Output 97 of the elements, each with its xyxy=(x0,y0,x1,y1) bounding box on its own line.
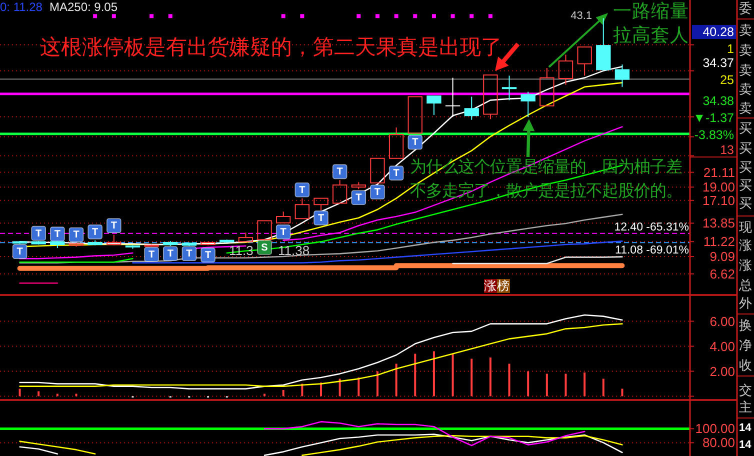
line-series xyxy=(264,421,586,446)
signal-icon: T xyxy=(276,224,291,240)
signal-icon: T xyxy=(31,226,46,241)
annotation: 一路缩量拉高套人 xyxy=(613,0,689,45)
text: 34.38 xyxy=(702,94,734,108)
bar xyxy=(301,384,304,396)
bar xyxy=(489,358,492,396)
y-tick-label: 21.11 xyxy=(703,164,735,180)
bar xyxy=(546,374,548,396)
bar xyxy=(264,394,266,396)
ref-line-label: 11.08 -69.01% xyxy=(615,244,689,257)
line-series xyxy=(19,323,623,387)
text: 涨 xyxy=(739,238,752,252)
text: 34.37 xyxy=(702,56,734,70)
text: 卖 xyxy=(739,42,752,58)
signal-icon: T xyxy=(106,218,122,234)
y-tick-label: 9.09 xyxy=(710,249,735,264)
signal-icon: T xyxy=(182,246,197,262)
bar xyxy=(38,391,40,396)
bar xyxy=(56,394,58,396)
line-series xyxy=(19,314,623,390)
text: 卖 xyxy=(739,100,752,116)
text: 现 xyxy=(739,220,752,234)
text: 涨 xyxy=(739,258,752,272)
signal-icon: T xyxy=(370,184,385,200)
y-tick-label: 80.00 xyxy=(702,435,735,450)
bar xyxy=(358,378,360,396)
text: 卖 xyxy=(739,62,752,78)
signal-icon: T xyxy=(88,224,102,240)
text: -3.83% xyxy=(694,128,734,142)
y-tick-label: 2.00 xyxy=(710,364,735,379)
y-tick-label: 13.85 xyxy=(702,216,735,231)
bar xyxy=(508,364,510,396)
text: 换 xyxy=(739,318,752,332)
text: 交 xyxy=(739,382,752,398)
text: 13 xyxy=(720,143,734,157)
signal-icon: T xyxy=(294,182,310,198)
bar xyxy=(395,364,398,396)
text: 买 xyxy=(739,160,752,174)
y-tick-label: 6.62 xyxy=(710,266,735,282)
series-label: T xyxy=(16,246,23,258)
text: 卖 xyxy=(739,22,752,38)
signal-icon: T xyxy=(68,227,84,242)
bar xyxy=(75,394,78,396)
bar xyxy=(584,372,586,396)
signal-icon: T xyxy=(200,248,216,262)
bar xyxy=(527,371,530,396)
signal-icon: T xyxy=(162,246,178,262)
bar xyxy=(602,378,604,396)
bar xyxy=(452,354,454,396)
annotation: 这根涨停板是有出货嫌疑的，第二天果真是出现了 xyxy=(40,36,502,59)
text: ▼-1.37 xyxy=(693,111,734,125)
bar xyxy=(18,388,21,396)
bar xyxy=(621,388,624,396)
y-tick-label: 100.00 xyxy=(695,421,735,436)
annotation: 43.1 xyxy=(570,10,592,22)
text: 卖 xyxy=(739,82,752,96)
signal-icon: T xyxy=(332,164,348,180)
bar xyxy=(338,378,341,396)
text: 外 xyxy=(739,296,752,310)
text: 总 xyxy=(738,278,752,292)
bar xyxy=(414,354,416,396)
text: 净 xyxy=(739,338,752,352)
signal-icon: T xyxy=(408,134,423,150)
text: 主 xyxy=(739,400,752,414)
bar xyxy=(282,390,284,396)
signal-icon: S xyxy=(257,240,272,255)
text: 收 xyxy=(739,358,752,372)
legend: 0: 11.28 MA250: 9.05 xyxy=(0,0,118,14)
signal-icon: T xyxy=(351,190,366,205)
text: 买 xyxy=(739,120,752,136)
signal-icon: T xyxy=(314,210,328,226)
text: 40.28 xyxy=(702,25,734,39)
bar xyxy=(470,358,473,396)
text: 1 xyxy=(727,42,734,56)
text: 14 xyxy=(739,422,752,434)
signal-icon: T xyxy=(12,244,28,259)
text: 14 xyxy=(739,439,752,451)
ref-line-label: 12.40 -65.31% xyxy=(614,221,689,234)
bar xyxy=(564,374,567,396)
y-tick-label: 6.00 xyxy=(710,314,735,329)
text: 买 xyxy=(739,140,752,156)
signal-icon: T xyxy=(144,246,159,262)
series-label: S xyxy=(261,242,268,254)
signal-icon: T xyxy=(50,226,65,242)
signal-icon: T xyxy=(388,166,404,180)
y-tick-label: 4.00 xyxy=(710,338,735,354)
bar xyxy=(376,371,378,396)
y-tick-label: 19.00 xyxy=(702,180,735,195)
y-tick-label: 11.22 xyxy=(703,234,735,250)
text: 委 xyxy=(739,0,752,16)
annotation: 11.38 xyxy=(278,243,310,258)
y-tick-label: 17.10 xyxy=(702,192,735,208)
text: 买 xyxy=(739,196,752,210)
text: 买 xyxy=(739,178,752,192)
text: 25 xyxy=(720,73,734,87)
bar xyxy=(432,351,435,396)
